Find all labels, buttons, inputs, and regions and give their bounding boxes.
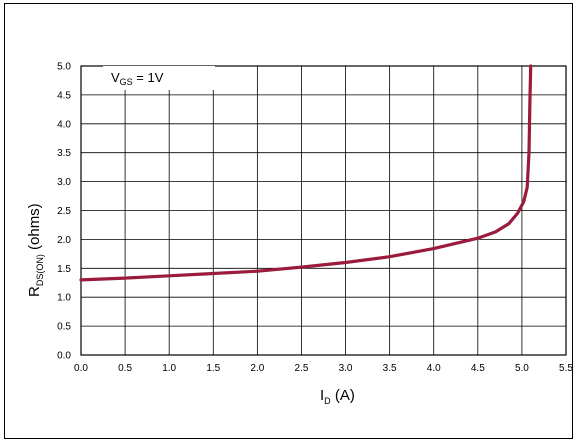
y-tick-label: 2.5: [57, 206, 71, 217]
x-tick-label: 4.0: [427, 363, 441, 374]
y-tick-label: 0.0: [57, 351, 71, 362]
annotation-rest: = 1V: [133, 70, 164, 85]
x-axis-label-rest: (A): [331, 387, 355, 404]
chart-frame: [4, 3, 573, 439]
grid: [80, 65, 567, 356]
x-axis-label-sub: D: [324, 396, 331, 406]
y-tick-label: 0.5: [57, 322, 71, 333]
y-axis-label-main: R: [26, 286, 43, 297]
x-tick-label: 3.0: [339, 363, 353, 374]
x-tick-label: 1.0: [162, 363, 176, 374]
x-tick-label: 0.0: [74, 363, 88, 374]
y-tick-labels: 0.0 0.5 1.0 1.5 2.0 2.5 3.0 3.5 4.0 4.5 5.0: [57, 62, 71, 362]
x-tick-label: 5.5: [559, 363, 573, 374]
annotation-main: V: [111, 70, 120, 85]
y-tick-label: 3.5: [57, 148, 71, 159]
annotation-box: [103, 66, 215, 90]
annotation-vgs: VGS = 1V: [111, 70, 164, 87]
y-tick-label: 4.0: [57, 119, 71, 130]
x-tick-label: 0.5: [118, 363, 132, 374]
x-axis-label: ID (A): [320, 387, 355, 406]
plot-border: [80, 65, 567, 356]
x-tick-label: 2.5: [295, 363, 309, 374]
y-tick-label: 1.0: [57, 293, 71, 304]
y-tick-label: 2.0: [57, 235, 71, 246]
annotation-sub: GS: [120, 77, 133, 87]
y-tick-label: 4.5: [57, 90, 71, 101]
y-tick-label: 1.5: [57, 264, 71, 275]
y-axis-label-rest: (ohms): [26, 203, 43, 254]
x-tick-label: 1.5: [206, 363, 220, 374]
y-tick-label: 3.0: [57, 177, 71, 188]
x-tick-label: 3.5: [383, 363, 397, 374]
y-tick-label: 5.0: [57, 62, 71, 73]
rdson-curve: [79, 64, 533, 282]
x-tick-label: 2.0: [250, 363, 264, 374]
y-axis-label: RDS(ON) (ohms): [26, 203, 45, 297]
x-axis-label-main: I: [320, 387, 324, 404]
x-tick-label: 5.0: [515, 363, 529, 374]
x-tick-label: 4.5: [471, 363, 485, 374]
y-axis-label-sub: DS(ON): [35, 254, 45, 286]
x-tick-labels: 0.0 0.5 1.0 1.5 2.0 2.5 3.0 3.5 4.0 4.5 5.0 5.5: [74, 363, 573, 374]
